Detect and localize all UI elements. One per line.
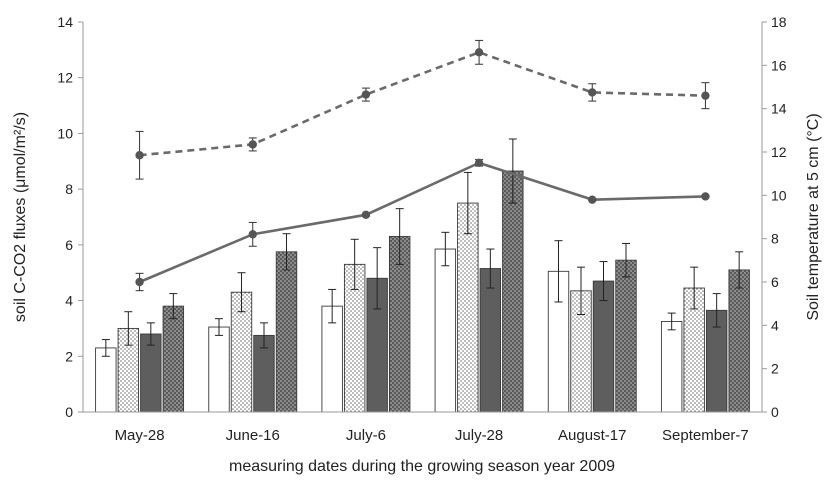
left-tick-label: 4 [65, 293, 73, 309]
right-tick-label: 10 [771, 187, 787, 203]
category-label: July-6 [346, 427, 386, 444]
bar [162, 305, 185, 413]
bar [728, 269, 750, 413]
bar [502, 170, 524, 413]
line-point [474, 158, 484, 168]
right-tick-label: 2 [771, 361, 779, 377]
right-tick-label: 16 [771, 57, 787, 73]
temperature-line [139, 50, 706, 157]
right-tick-label: 0 [771, 404, 779, 420]
right-tick-label: 8 [771, 231, 779, 247]
line-point [248, 140, 257, 149]
line-point [361, 210, 371, 220]
category-labels: May-28 June-16 July-6 July-28 August-17 Septe… [115, 427, 749, 444]
category-label: August-17 [558, 427, 626, 444]
line-point [701, 192, 710, 201]
line-point [474, 48, 484, 57]
left-tick-label: 6 [65, 237, 73, 253]
line-point [135, 151, 144, 160]
right-tick-label: 14 [771, 101, 787, 117]
bar [275, 251, 298, 413]
temperature-line [139, 161, 706, 284]
left-axis-title: soil C-CO2 fluxes (μmol/m²/s) [12, 112, 29, 322]
left-axis-ticks: 0 2 4 6 8 10 12 14 [57, 14, 83, 420]
bar [615, 259, 637, 413]
left-tick-label: 8 [65, 181, 73, 197]
right-tick-label: 18 [771, 14, 787, 30]
category-label: May-28 [115, 427, 165, 444]
line-point [248, 230, 257, 239]
right-axis-title: Soil temperature at 5 cm (°C) [805, 113, 822, 320]
right-tick-label: 4 [771, 317, 779, 333]
bar [95, 347, 117, 413]
category-label: June-16 [226, 427, 280, 444]
left-tick-label: 0 [65, 404, 73, 420]
bars [95, 138, 750, 413]
bar [479, 268, 502, 413]
right-tick-label: 12 [771, 144, 787, 160]
line-point [361, 90, 371, 99]
lines [135, 39, 710, 292]
right-axis-ticks: 0 2 4 6 8 10 12 14 16 18 [762, 14, 787, 420]
bar [457, 202, 479, 413]
bar [660, 321, 683, 413]
line-point [588, 195, 597, 204]
category-label: September-7 [662, 427, 749, 444]
line-point [135, 277, 144, 287]
left-tick-label: 10 [57, 125, 73, 141]
line-point [701, 91, 710, 100]
bar [208, 326, 230, 413]
bar [434, 248, 457, 413]
left-tick-label: 2 [65, 348, 73, 364]
x-axis-title: measuring dates during the growing seaso… [229, 458, 615, 475]
left-tick-label: 12 [57, 70, 73, 86]
left-tick-label: 14 [57, 14, 73, 30]
right-tick-label: 6 [771, 274, 779, 290]
line-point [588, 88, 597, 97]
bar [140, 333, 162, 413]
category-label: July-28 [455, 427, 503, 444]
